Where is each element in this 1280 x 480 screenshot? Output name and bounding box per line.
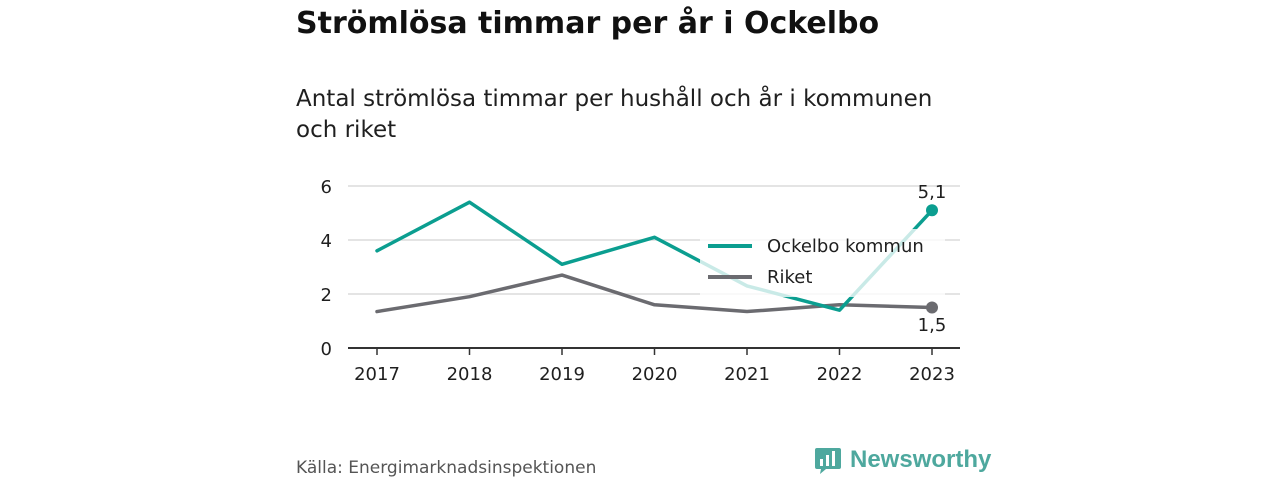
series-line-0 bbox=[375, 200, 934, 312]
series-line-1 bbox=[375, 273, 934, 314]
chart-subtitle: Antal strömlösa timmar per hushåll och å… bbox=[296, 86, 933, 143]
series-lines bbox=[375, 200, 938, 314]
brand-name: Newsworthy bbox=[850, 446, 992, 473]
y-tick-label: 6 bbox=[321, 177, 332, 198]
y-axis-ticks: 0 2 4 6 bbox=[321, 177, 332, 360]
x-tick-label: 2023 bbox=[909, 364, 955, 385]
chart-title: Strömlösa timmar per år i Ockelbo bbox=[296, 6, 880, 41]
x-tick-label: 2021 bbox=[724, 364, 770, 385]
legend: Ockelbo kommun Riket bbox=[700, 229, 945, 297]
x-tick-label: 2019 bbox=[539, 364, 585, 385]
x-tick-label: 2022 bbox=[817, 364, 863, 385]
bar-chart-bubble-icon bbox=[815, 448, 841, 474]
x-tick-label: 2018 bbox=[447, 364, 493, 385]
x-tick-label: 2017 bbox=[354, 364, 400, 385]
legend-label-1: Riket bbox=[767, 267, 812, 288]
legend-background bbox=[700, 229, 945, 297]
series-end-point-1 bbox=[926, 301, 938, 314]
series-end-point-0 bbox=[926, 204, 938, 217]
source-note: Källa: Energimarknadsinspektionen bbox=[296, 458, 597, 478]
end-label-ockelbo: 5,1 bbox=[918, 182, 947, 203]
end-labels: 5,1 1,5 bbox=[918, 182, 947, 336]
x-tick-label: 2020 bbox=[632, 364, 678, 385]
x-axis: 2017 2018 2019 2020 2021 2022 2023 bbox=[348, 347, 960, 385]
y-tick-label: 2 bbox=[321, 285, 332, 306]
y-tick-label: 0 bbox=[321, 339, 332, 360]
y-tick-label: 4 bbox=[321, 231, 332, 252]
brand-logo: Newsworthy bbox=[814, 446, 991, 474]
legend-label-0: Ockelbo kommun bbox=[767, 236, 924, 257]
end-label-riket: 1,5 bbox=[918, 315, 947, 336]
